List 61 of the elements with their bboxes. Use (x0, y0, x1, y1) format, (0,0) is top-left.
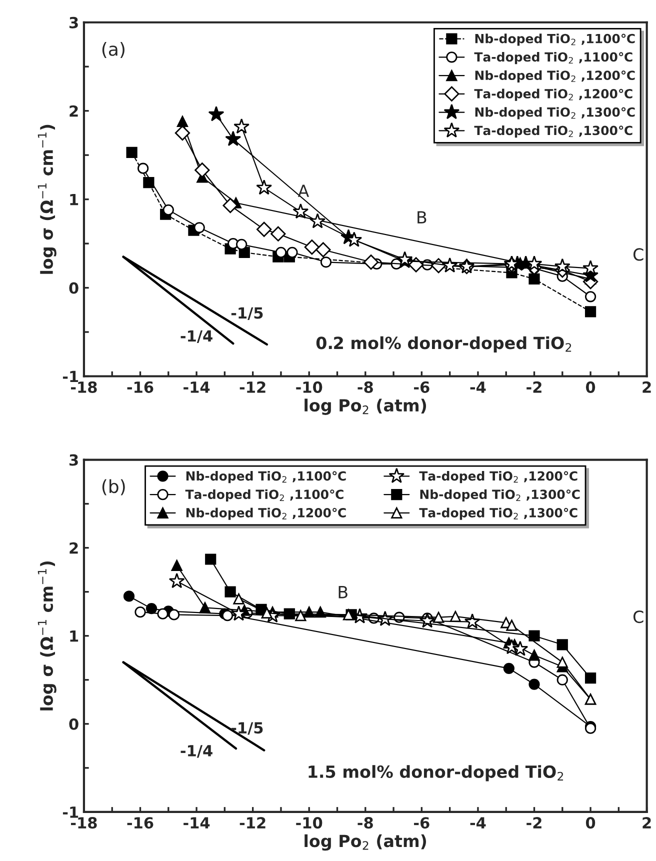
annotation: A (298, 184, 310, 197)
annotation: (a) (102, 42, 124, 58)
x-axis-title: log Po$_{2}$ (atm) (304, 834, 426, 851)
annotation: -1/4 (180, 745, 212, 758)
x-tick-label: 2 (642, 817, 651, 828)
x-tick-label: -10 (296, 817, 322, 829)
x-tick-label: -6 (414, 381, 430, 393)
x-tick-label: -12 (240, 381, 266, 393)
legend-label: Ta-doped TiO$_{2}$ ,1100℃ (185, 489, 344, 502)
annotation: B (338, 586, 348, 598)
x-tick-label: -14 (184, 817, 210, 828)
x-tick-label: -14 (184, 382, 210, 393)
y-axis-title: log σ (Ω$^{−1}$ cm$^{−1}$) (38, 561, 56, 710)
x-tick-label: -4 (470, 382, 486, 393)
y-tick-label: 0 (69, 718, 78, 730)
legend-label: Ta-doped TiO$_{2}$ ,1200℃ (474, 88, 632, 101)
legend-label: Ta-doped TiO$_{2}$ ,1200℃ (419, 471, 578, 484)
y-tick-label: 2 (70, 105, 78, 117)
legend-label: Nb-doped TiO$_{2}$ ,1200℃ (186, 508, 346, 520)
x-tick-label: 2 (642, 381, 651, 393)
y-tick-label: 3 (70, 454, 78, 466)
annotation: B (418, 211, 426, 224)
y-tick-label: 1 (70, 630, 78, 642)
y-tick-label: 3 (70, 16, 78, 28)
x-tick-label: -2 (526, 817, 542, 828)
legend-label: Nb-doped TiO$_{2}$ ,1200℃ (475, 70, 635, 82)
legend-label: Nb-doped TiO$_{2}$ ,1300℃ (420, 489, 580, 502)
annotation: 0.2 mol% donor-doped TiO$_{2}$ (316, 336, 572, 352)
legend-label: Nb-doped TiO$_{2}$ ,1100℃ (186, 471, 346, 484)
legend-label: Ta-doped TiO$_{2}$ ,1300℃ (419, 508, 578, 520)
x-tick-label: -10 (296, 381, 322, 393)
y-axis-title: log σ (Ω$^{−1}$ cm$^{−1}$) (38, 124, 56, 274)
legend-label: Nb-doped TiO$_{2}$ ,1300℃ (475, 107, 635, 120)
legend-label: Nb-doped TiO$_{2}$ ,1100℃ (475, 34, 635, 46)
x-tick-label: 0 (586, 381, 596, 393)
x-tick-label: -18 (70, 817, 97, 829)
legend-label: Ta-doped TiO$_{2}$ ,1300℃ (474, 126, 632, 138)
annotation: 1.5 mol% donor-doped TiO$_{2}$ (308, 765, 564, 782)
y-tick-label: -1 (62, 806, 78, 818)
legend-label: Ta-doped TiO$_{2}$ ,1100℃ (474, 52, 632, 64)
y-tick-label: 0 (69, 282, 78, 294)
x-axis-title: log Po$_{2}$ (atm) (304, 398, 426, 415)
annotation: (b) (102, 479, 125, 496)
annotation: C (633, 248, 644, 261)
x-tick-label: -8 (358, 817, 373, 829)
y-tick-label: -1 (62, 370, 78, 382)
x-tick-label: -8 (358, 381, 373, 393)
x-tick-label: -6 (414, 817, 430, 829)
annotation: -1/5 (231, 722, 263, 735)
annotation: -1/5 (231, 307, 263, 320)
x-tick-label: -12 (240, 817, 266, 828)
annotation: -1/4 (180, 330, 212, 343)
x-tick-label: 0 (586, 817, 596, 829)
x-tick-label: -16 (127, 817, 154, 829)
annotation: C (633, 610, 644, 624)
x-tick-label: -2 (526, 381, 542, 393)
x-tick-label: -18 (70, 381, 97, 393)
x-tick-label: -4 (470, 817, 486, 828)
y-tick-label: 1 (70, 194, 78, 206)
x-tick-label: -16 (127, 381, 154, 393)
y-tick-label: 2 (70, 542, 78, 554)
